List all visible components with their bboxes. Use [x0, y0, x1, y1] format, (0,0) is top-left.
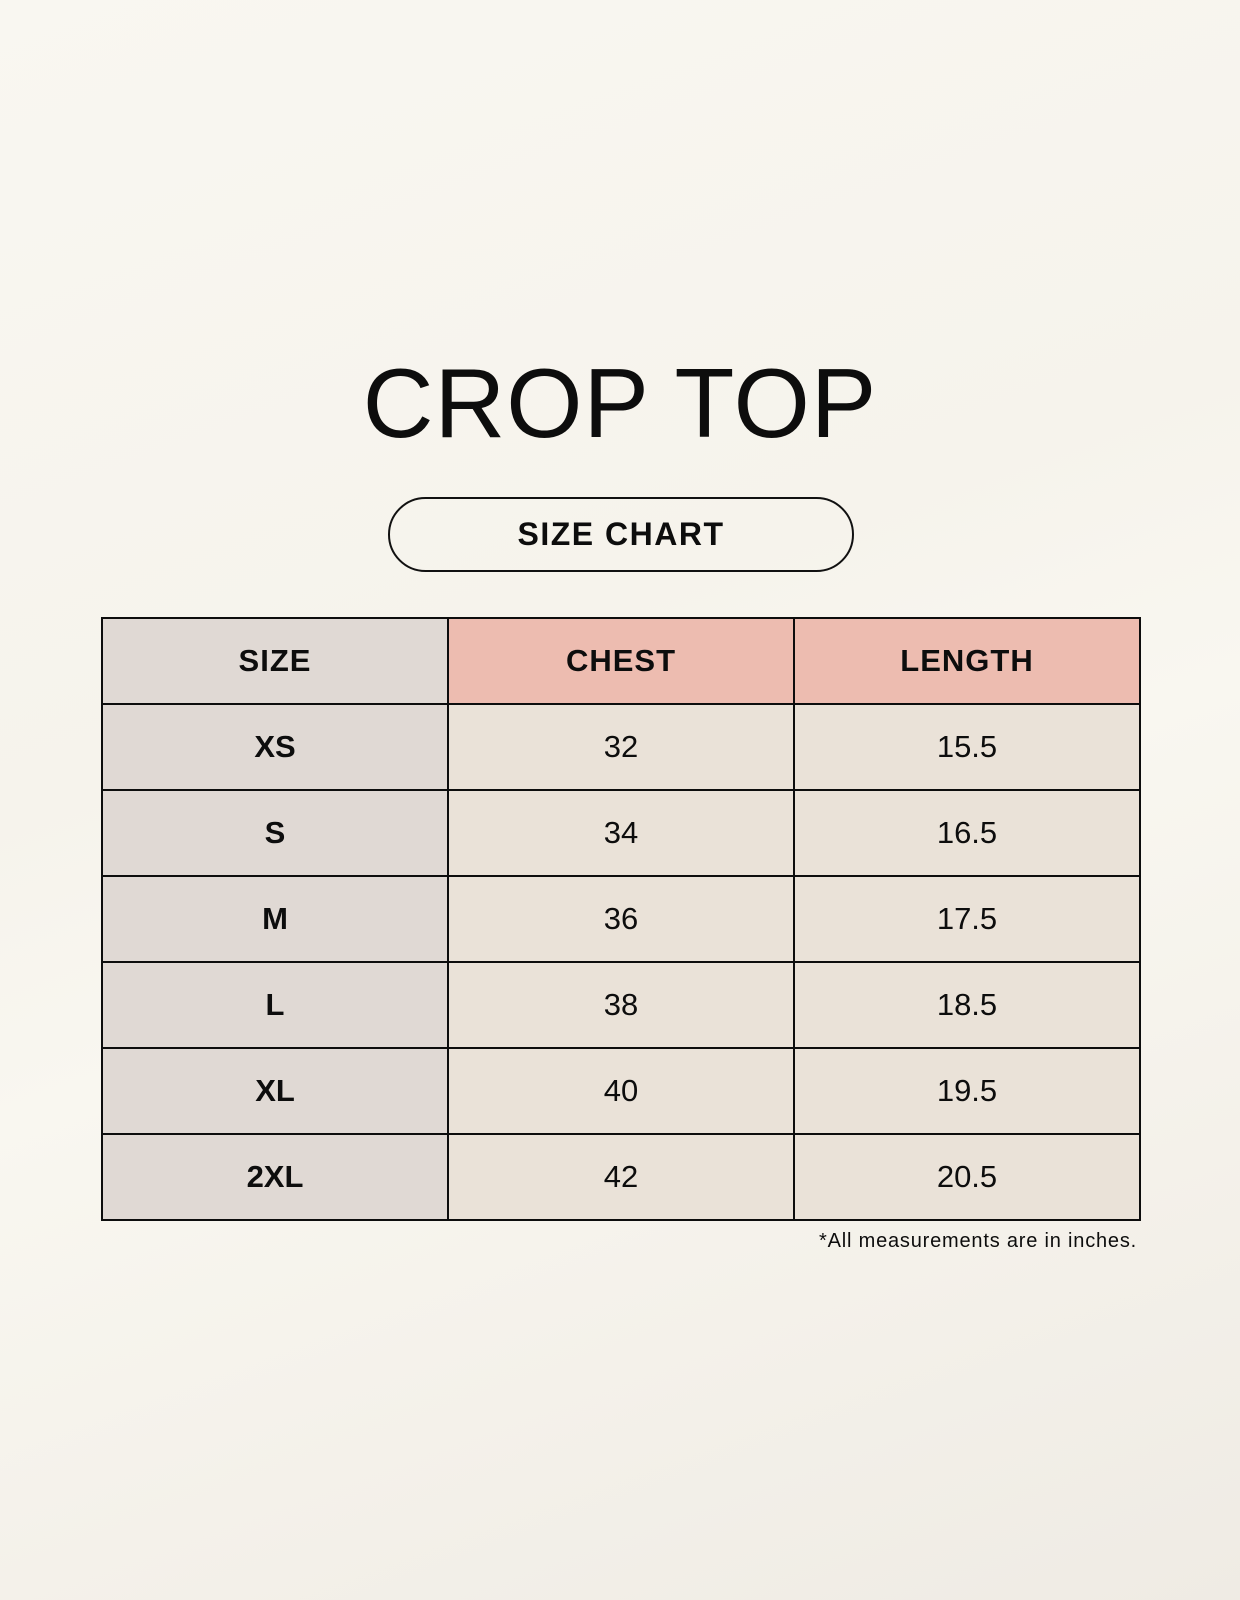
- size-table: SIZE CHEST LENGTH XS 32 15.5 S 34 16.5 M 36 17.5…: [101, 617, 1141, 1221]
- size-cell: L: [101, 961, 449, 1049]
- chest-cell: 40: [447, 1047, 795, 1135]
- size-cell: M: [101, 875, 449, 963]
- header-chest: CHEST: [447, 617, 795, 705]
- header-length: LENGTH: [793, 617, 1141, 705]
- page-title: CROP TOP: [362, 348, 878, 458]
- size-cell: S: [101, 789, 449, 877]
- table-row: M 36 17.5: [101, 875, 1141, 963]
- length-cell: 19.5: [793, 1047, 1141, 1135]
- size-chart-label: SIZE CHART: [388, 497, 854, 572]
- table-row: XL 40 19.5: [101, 1047, 1141, 1135]
- chest-cell: 42: [447, 1133, 795, 1221]
- chest-cell: 32: [447, 703, 795, 791]
- size-cell: XL: [101, 1047, 449, 1135]
- length-cell: 18.5: [793, 961, 1141, 1049]
- length-cell: 20.5: [793, 1133, 1141, 1221]
- length-cell: 16.5: [793, 789, 1141, 877]
- table-row: 2XL 42 20.5: [101, 1133, 1141, 1221]
- length-cell: 15.5: [793, 703, 1141, 791]
- chest-cell: 38: [447, 961, 795, 1049]
- table-row: S 34 16.5: [101, 789, 1141, 877]
- header-size: SIZE: [101, 617, 449, 705]
- measurement-note: *All measurements are in inches.: [819, 1230, 1137, 1252]
- chest-cell: 36: [447, 875, 795, 963]
- size-cell: XS: [101, 703, 449, 791]
- table-row: XS 32 15.5: [101, 703, 1141, 791]
- table-header-row: SIZE CHEST LENGTH: [101, 617, 1141, 705]
- length-cell: 17.5: [793, 875, 1141, 963]
- size-cell: 2XL: [101, 1133, 449, 1221]
- table-row: L 38 18.5: [101, 961, 1141, 1049]
- chest-cell: 34: [447, 789, 795, 877]
